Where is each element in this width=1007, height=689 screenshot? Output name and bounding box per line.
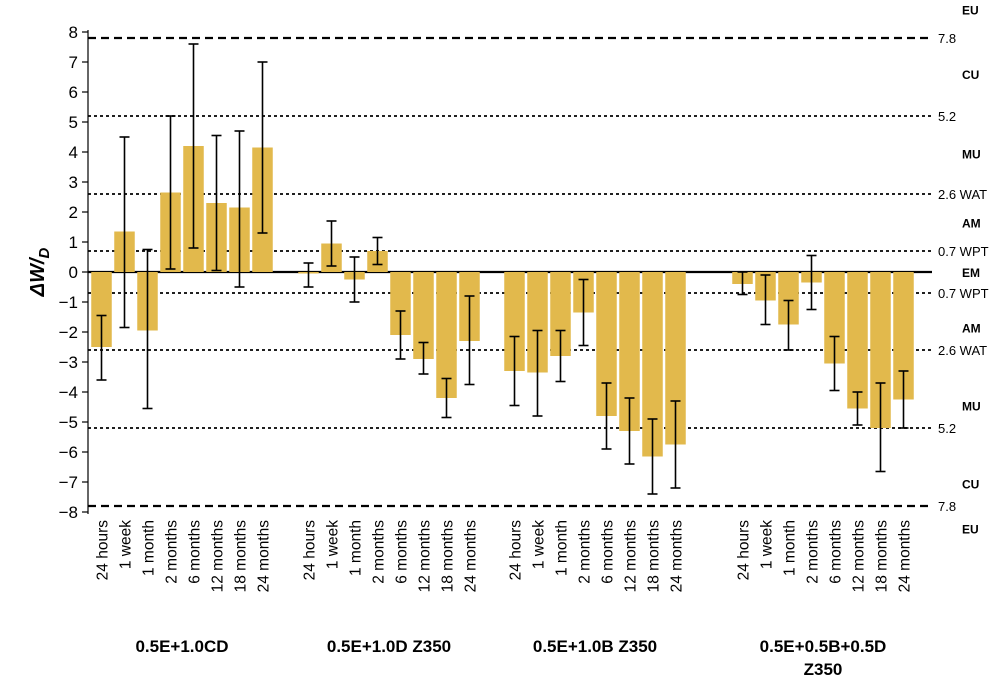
x-tick-label: 24 months [897,520,914,593]
y-tick-label: 7 [69,53,78,72]
x-tick-label: 24 hours [736,520,753,581]
zone-label: EU [962,4,979,18]
zone-label: EU [962,523,979,537]
reference-line-label: 2.6 WAT [938,343,987,358]
bar [665,272,686,445]
y-axis-title-subscript: D [36,247,53,258]
bar [504,272,525,371]
zone-label: EM [962,266,980,280]
y-tick-label: 5 [69,113,78,132]
bar [778,272,799,325]
x-tick-label: 18 months [233,520,250,593]
reference-line-label: 0.7 WPT [938,244,989,259]
bar [847,272,868,409]
x-tick-label: 2 months [577,520,594,584]
x-tick-label: 6 months [600,520,617,584]
bar [91,272,112,347]
reference-line-label: 2.6 WAT [938,187,987,202]
x-tick-label: 24 hours [508,520,525,581]
bar [550,272,571,356]
zone-label: MU [962,400,981,414]
x-tick-label: 24 months [463,520,480,593]
zone-label: AM [962,217,981,231]
y-tick-label: −6 [59,443,78,462]
y-tick-label: −7 [59,473,78,492]
y-axis-title-main: ΔW/ [27,256,49,297]
x-tick-label: 2 months [371,520,388,584]
y-tick-label: −1 [59,293,78,312]
y-tick-label: 2 [69,203,78,222]
y-tick-label: −3 [59,353,78,372]
y-tick-label: 3 [69,173,78,192]
x-tick-label: 24 hours [302,520,319,581]
y-tick-label: 0 [69,263,78,282]
x-tick-label: 18 months [440,520,457,593]
y-tick-label: 6 [69,83,78,102]
bar [642,272,663,457]
bar [893,272,914,400]
x-tick-label: 1 month [141,520,158,576]
group-label: 0.5E+0.5B+0.5D [760,637,887,656]
bar [824,272,845,364]
bar [436,272,457,398]
zone-label: CU [962,478,979,492]
x-tick-label: 18 months [874,520,891,593]
x-tick-label: 1 month [348,520,365,576]
x-tick-label: 24 hours [95,520,112,581]
reference-line-label: 7.8 [938,31,956,46]
x-tick-label: 18 months [646,520,663,593]
bar [870,272,891,428]
bar [596,272,617,416]
x-tick-label: 1 week [118,520,135,569]
x-tick-label: 1 week [531,520,548,569]
bar [527,272,548,373]
x-tick-label: 24 months [256,520,273,593]
x-tick-label: 2 months [805,520,822,584]
y-tick-label: −5 [59,413,78,432]
group-label-line2: Z350 [804,660,843,679]
y-tick-label: −8 [59,503,78,522]
reference-line-label: 5.2 [938,421,956,436]
reference-line-label: 0.7 WPT [938,286,989,301]
y-tick-label: 4 [69,143,78,162]
x-tick-label: 1 month [782,520,799,576]
bar [390,272,411,335]
reference-line-label: 5.2 [938,109,956,124]
bar [619,272,640,431]
x-tick-label: 12 months [851,520,868,593]
group-label: 0.5E+1.0CD [135,637,228,656]
x-tick-label: 6 months [394,520,411,584]
y-tick-label: −4 [59,383,78,402]
y-tick-label: 1 [69,233,78,252]
bar [413,272,434,359]
y-tick-label: 8 [69,23,78,42]
x-tick-label: 2 months [164,520,181,584]
zone-label: AM [962,322,981,336]
x-tick-label: 12 months [623,520,640,593]
x-tick-label: 1 week [325,520,342,569]
zone-label: MU [962,148,981,162]
reference-line-label: 7.8 [938,499,956,514]
group-label: 0.5E+1.0D Z350 [327,637,451,656]
x-tick-label: 12 months [417,520,434,593]
x-tick-label: 24 months [669,520,686,593]
y-tick-label: −2 [59,323,78,342]
zone-label: CU [962,68,979,82]
group-label: 0.5E+1.0B Z350 [533,637,657,656]
y-axis-title: ΔW/D [27,247,53,297]
x-tick-label: 12 months [210,520,227,593]
x-tick-label: 1 month [554,520,571,576]
x-tick-label: 6 months [187,520,204,584]
x-tick-label: 6 months [828,520,845,584]
x-tick-label: 1 week [759,520,776,569]
